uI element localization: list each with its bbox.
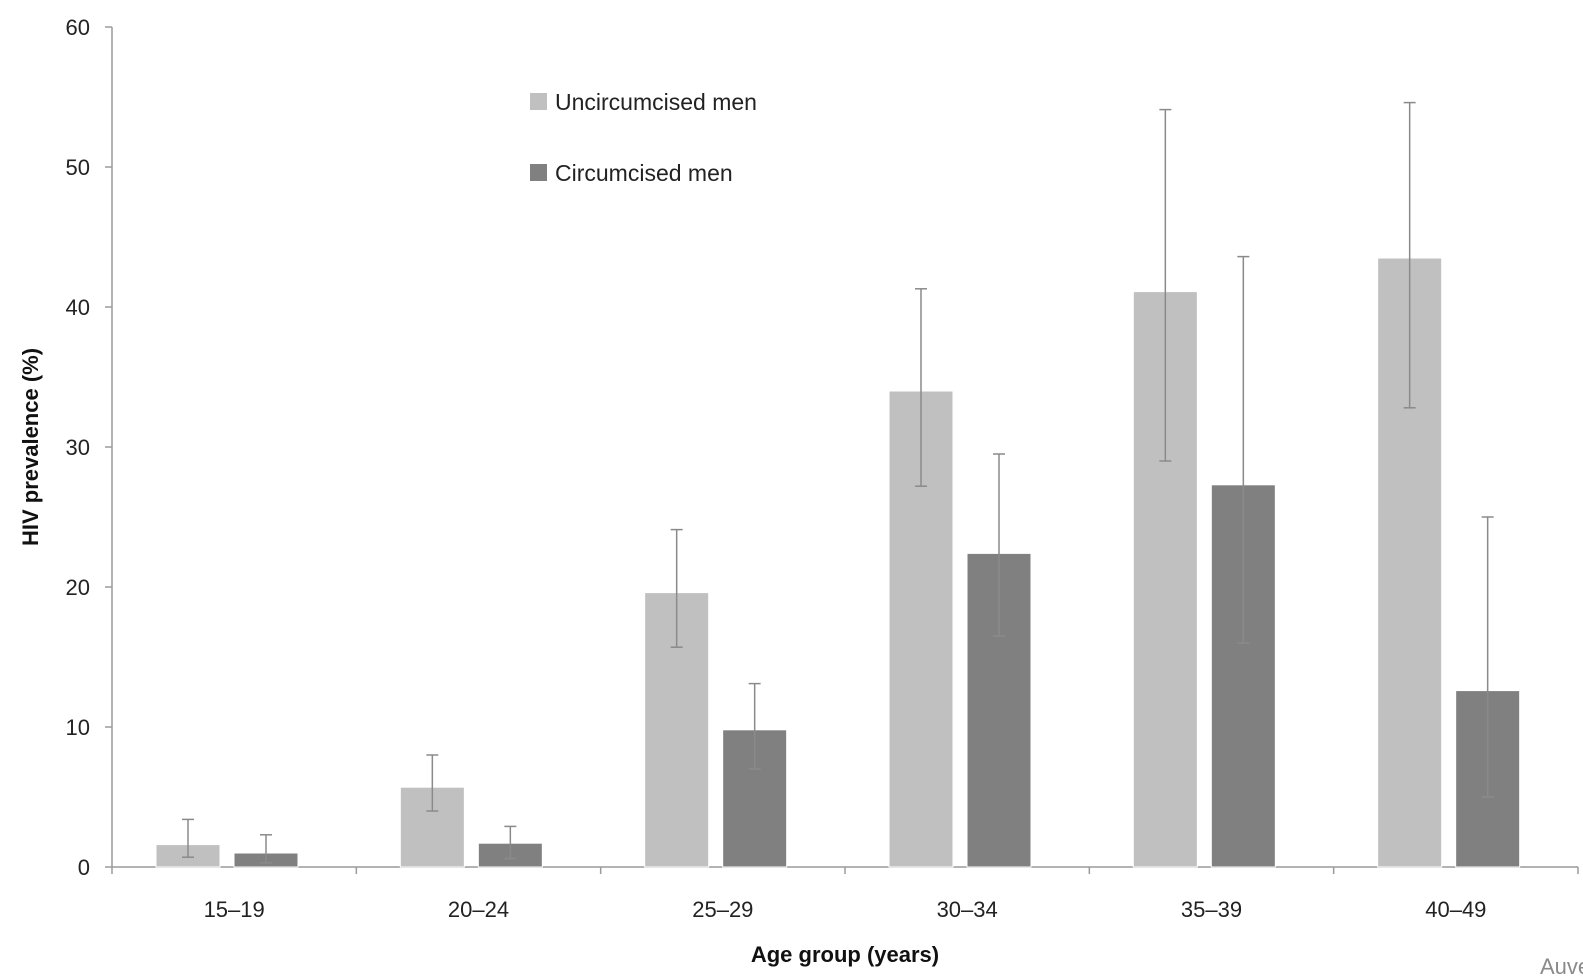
x-tick-label: 25–29 [692,897,753,922]
legend-label: Uncircumcised men [555,89,757,115]
x-tick-label: 35–39 [1181,897,1242,922]
x-axis-title: Age group (years) [751,942,939,967]
y-tick-label: 30 [66,435,90,460]
y-tick-label: 40 [66,295,90,320]
y-axis-title: HIV prevalence (%) [18,348,43,546]
legend-swatch [530,93,547,110]
y-tick-label: 60 [66,15,90,40]
y-tick-label: 50 [66,155,90,180]
y-tick-label: 20 [66,575,90,600]
plot-area: 0 10 20 30 40 50 60 15–19 20–24 25–29 30–34 35–39 40… [66,15,1579,922]
y-tick-label: 10 [66,715,90,740]
x-tick-label: 15–19 [204,897,265,922]
y-tick-label: 0 [78,855,90,880]
legend-label: Circumcised men [555,160,733,186]
legend-swatch [530,164,547,181]
x-tick-label: 40–49 [1425,897,1486,922]
x-tick-label: 30–34 [937,897,998,922]
source-note: Auvert et al. Pl [1540,954,1583,976]
x-tick-label: 20–24 [448,897,509,922]
